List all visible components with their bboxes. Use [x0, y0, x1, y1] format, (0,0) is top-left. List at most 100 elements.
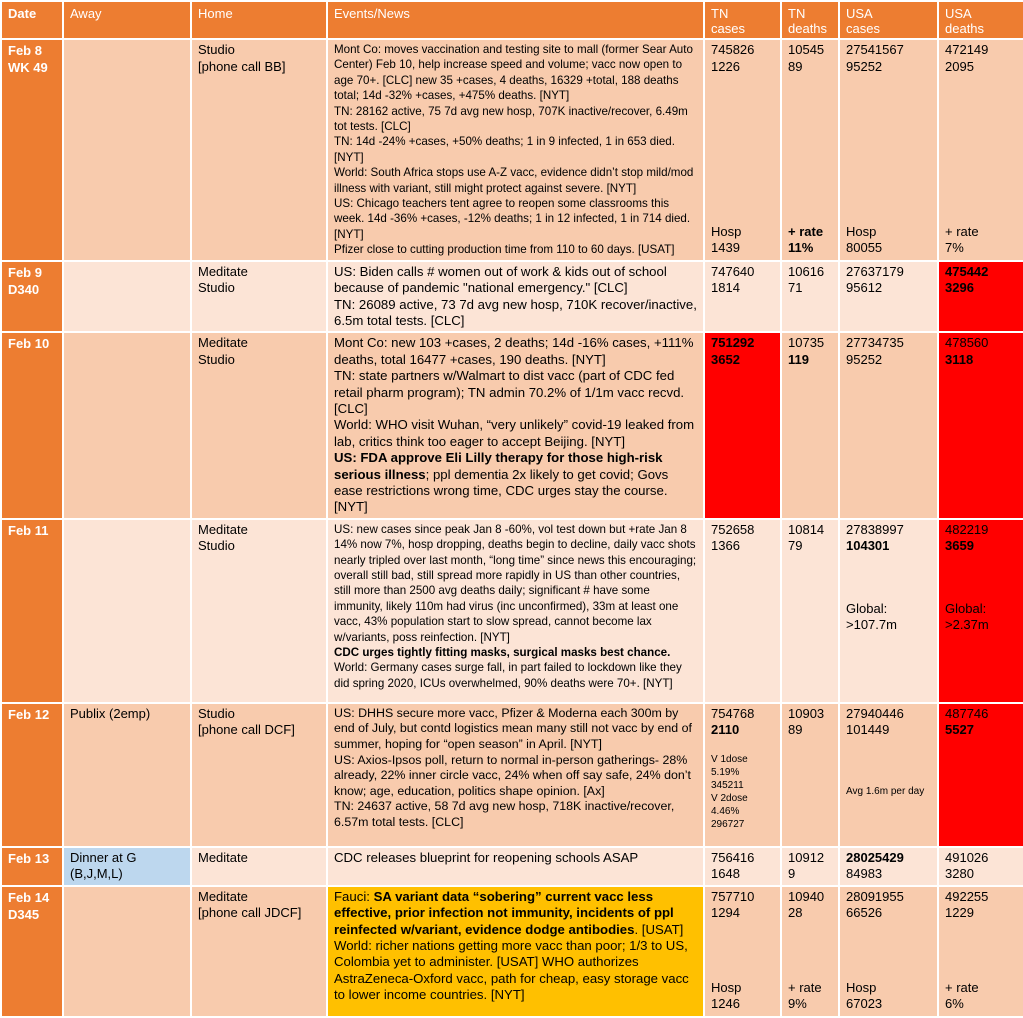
events-paragraph: TN: 14d -24% +cases, +50% deaths; 1 in 9…: [334, 134, 697, 165]
stat-value: 1814: [711, 280, 740, 296]
stat-value: Hosp: [711, 223, 742, 239]
events-paragraph: TN: 28162 active, 75 7d avg new hosp, 70…: [334, 104, 697, 135]
stat-value: 1439: [711, 240, 740, 256]
events-text: US: new cases since peak Jan 8 -60%, vol…: [334, 522, 697, 644]
stat-block: 482219 3659: [945, 522, 1017, 555]
date-label: Feb 13: [8, 850, 50, 866]
stat-block: 478560 3118: [945, 335, 1017, 368]
stat-value: 10616: [788, 263, 825, 279]
stat-block: + rate 11%: [788, 224, 823, 257]
stat-block: 475442 3296: [945, 264, 1017, 297]
events-paragraph: Mont Co: new 103 +cases, 2 deaths; 14d -…: [334, 335, 697, 368]
column-header-label: cases: [846, 21, 880, 36]
stat-value: 487746: [945, 705, 989, 721]
column-header-label: deaths: [945, 21, 985, 36]
stat-block: 10616 71: [788, 264, 832, 297]
stat-cell-usa-deaths: 472149 2095 + rate 7%: [937, 38, 1023, 262]
home-label: Studio: [198, 42, 235, 57]
stat-value: 95252: [846, 351, 883, 367]
stat-block: 754768 2110: [711, 706, 774, 739]
column-header-events: Events/News: [326, 0, 705, 40]
stat-value: 492255: [945, 888, 989, 904]
stat-value: 754768: [711, 705, 755, 721]
stat-cell-usa-deaths: 475442 3296: [937, 259, 1023, 334]
stat-value: 3296: [945, 280, 974, 296]
stat-value: 482219: [945, 521, 989, 537]
stat-block: 28091955 66526: [846, 889, 931, 922]
stat-block: 752658 1366: [711, 522, 774, 555]
away-cell: Dinner at G (B,J,M,L): [62, 845, 192, 887]
header-row: Date Away Home Events/News TN cases TN deaths US…: [0, 0, 1023, 40]
stat-value: 475442: [945, 263, 989, 279]
away-label: Publix (2emp): [70, 705, 151, 721]
stat-value: 745826: [711, 42, 755, 57]
stat-value: 79: [788, 538, 803, 554]
stat-value: 752658: [711, 521, 755, 537]
table-row: Feb 14 D345 Meditate [phone call JDCF] Fauci…: [0, 884, 1023, 1018]
stat-cell-usa-cases: 27734735 95252: [838, 331, 939, 520]
stat-block: 10545 89: [788, 42, 832, 75]
stat-block: 27734735 95252: [846, 335, 931, 368]
stat-block: Global: >2.37m: [945, 601, 1017, 634]
stat-value: 27838997: [846, 521, 904, 537]
stat-cell-tn-cases: 756416 1648: [703, 845, 782, 887]
stat-value: 1246: [711, 996, 740, 1012]
stat-value: Hosp: [711, 979, 742, 995]
stat-value: Hosp: [846, 223, 877, 239]
stat-value: 296727: [711, 818, 745, 830]
away-cell: [62, 38, 192, 262]
home-label: Studio: [198, 280, 235, 296]
stat-block: 28025429 84983: [846, 850, 931, 883]
stat-value: Global:: [846, 600, 888, 616]
stat-block: 10735 119: [788, 335, 832, 368]
events-text: World: richer nations getting more vacc …: [334, 938, 689, 1003]
stat-cell-usa-cases: 27541567 95252 Hosp 80055: [838, 38, 939, 262]
events-text: Mont Co: moves vaccination and testing s…: [334, 43, 693, 103]
stat-value: >2.37m: [945, 617, 989, 633]
events-text: US: DHHS secure more vacc, Pfizer & Mode…: [334, 705, 692, 751]
table-row: Feb 10 Meditate Studio Mont Co: new 103 +ca…: [0, 331, 1023, 520]
column-header-usa-deaths: USA deaths: [937, 0, 1023, 40]
home-cell: Meditate: [190, 845, 328, 887]
stat-value: 757710: [711, 888, 755, 904]
stat-value: 1366: [711, 538, 740, 554]
home-label: Studio: [198, 538, 235, 554]
home-cell: Meditate Studio: [190, 517, 328, 704]
stat-value: 66526: [846, 905, 883, 921]
stat-value: 6%: [945, 996, 964, 1012]
stat-block: Hosp 1439: [711, 224, 741, 257]
stat-cell-usa-cases: 27838997 104301 Global: >107.7m: [838, 517, 939, 704]
stat-value: + rate: [788, 223, 824, 239]
date-label: WK 49: [8, 60, 48, 75]
stat-value: 345211: [711, 779, 744, 791]
events-paragraph: World: WHO visit Wuhan, “very unlikely” …: [334, 417, 697, 450]
stat-block: 745826 1226: [711, 42, 774, 75]
stat-cell-usa-deaths: 478560 3118: [937, 331, 1023, 520]
stat-block: + rate 6%: [945, 980, 979, 1013]
events-paragraph: World: Germany cases surge fall, in part…: [334, 660, 697, 691]
date-cell: Feb 10: [0, 331, 64, 520]
stat-cell-tn-deaths: 10735 119: [780, 331, 840, 520]
stat-value: 119: [788, 351, 809, 367]
stat-value: 27734735: [846, 335, 904, 351]
stat-cell-usa-deaths: 492255 1229 + rate 6%: [937, 884, 1023, 1018]
home-label: [phone call JDCF]: [198, 905, 302, 921]
stat-block: 27541567 95252: [846, 42, 931, 75]
stat-value: 3659: [945, 538, 974, 554]
home-cell: Meditate Studio: [190, 331, 328, 520]
stat-cell-tn-deaths: 10940 28 + rate 9%: [780, 884, 840, 1018]
stat-block: 491026 3280: [945, 850, 1017, 883]
column-header-label: USA: [846, 6, 873, 21]
events-text: CDC releases blueprint for reopening sch…: [334, 849, 639, 865]
stat-block: 10940 28: [788, 889, 832, 922]
events-paragraph: Mont Co: moves vaccination and testing s…: [334, 42, 697, 104]
stat-cell-usa-cases: 28091955 66526 Hosp 67023: [838, 884, 939, 1018]
stat-value: 3652: [711, 351, 740, 367]
date-label: D340: [8, 281, 40, 297]
stat-cell-tn-deaths: 10903 89: [780, 701, 840, 848]
events-text: World: Germany cases surge fall, in part…: [334, 661, 682, 690]
stat-value: 9: [788, 866, 796, 882]
stat-cell-tn-cases: 747640 1814: [703, 259, 782, 334]
